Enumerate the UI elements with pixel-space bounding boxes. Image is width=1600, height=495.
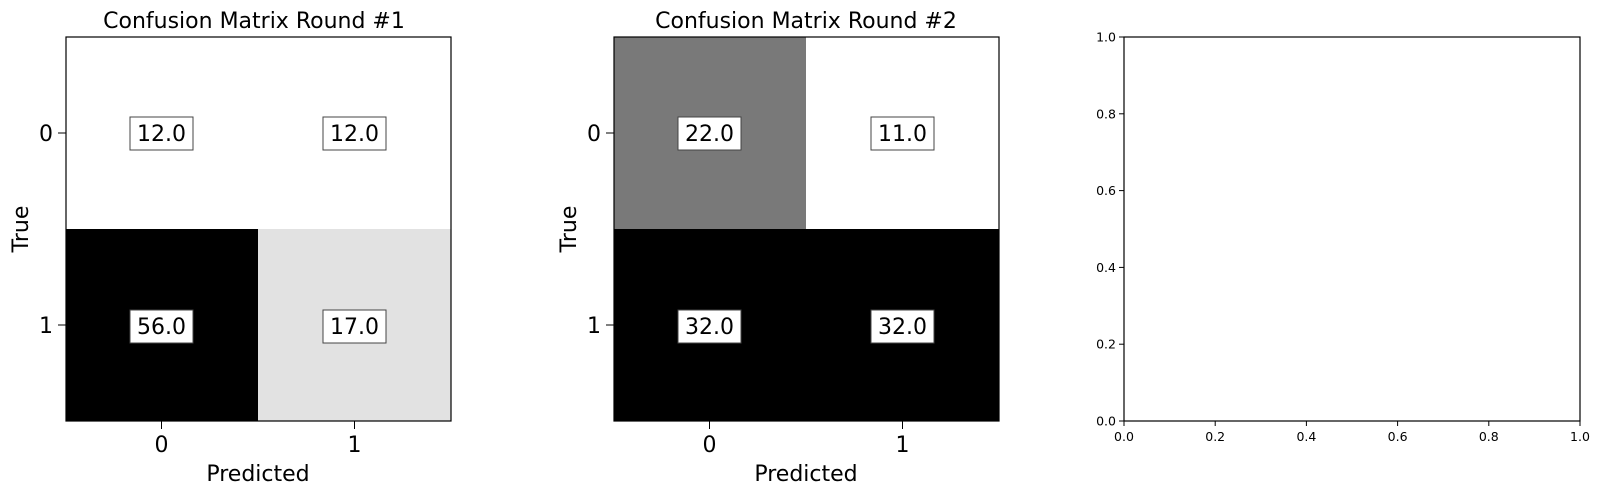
x-axis-label-1: Predicted [206,462,309,487]
x-tick-label-1-0: 0 [155,433,169,458]
value-box-1-1-1 [322,309,387,344]
plot-frame-2 [613,36,1000,422]
chart-1-title: Confusion Matrix Round #1 [103,9,405,34]
y-tick-label-3-5: 1.0 [1096,30,1116,45]
value-label-1-0-0: 12.0 [137,122,186,147]
x-axis-label-2: Predicted [754,462,857,487]
x-tick-label-3-0: 0.0 [1114,429,1134,444]
x-tick-label-3-3: 0.6 [1388,429,1408,444]
x-tick-label-3-1: 0.2 [1205,429,1225,444]
value-label-2-0-0: 22.0 [685,122,734,147]
y-tick-label-1-0: 0 [39,122,53,147]
value-label-2-1-1: 32.0 [878,315,927,340]
chart-2-title: Confusion Matrix Round #2 [655,9,957,34]
x-tick-label-2-1: 1 [896,433,910,458]
value-box-2-1-1 [870,309,935,344]
value-label-1-1-0: 56.0 [137,315,186,340]
plot-frame-3 [1123,36,1581,422]
y-tick-label-3-2: 0.4 [1096,260,1116,275]
value-box-2-0-1 [870,116,935,151]
confusion-matrix-1: Confusion Matrix Round #1 12.0 12.0 56.0… [9,9,452,487]
value-box-1-1-0 [129,309,194,344]
x-tick-label-3-2: 0.4 [1296,429,1316,444]
y-tick-label-3-3: 0.6 [1096,183,1116,198]
x-tick-label-3-4: 0.8 [1479,429,1499,444]
value-label-1-0-1: 12.0 [330,122,379,147]
value-label-2-1-0: 32.0 [685,315,734,340]
empty-axes: 0.0 0.2 0.4 0.6 0.8 1.0 0.0 0.2 0.4 0.6 0.8 1.0 [1096,30,1590,445]
value-box-2-1-0 [677,309,742,344]
confusion-matrix-2: Confusion Matrix Round #2 22.0 11.0 32.0… [557,9,1000,487]
plot-frame-1 [65,36,452,422]
value-label-1-1-1: 17.0 [330,315,379,340]
x-tick-label-1-1: 1 [348,433,362,458]
x-tick-label-2-0: 0 [703,433,717,458]
value-box-1-0-0 [129,116,194,151]
y-tick-label-2-0: 0 [587,122,601,147]
y-axis-label-2: True [557,206,582,254]
y-tick-label-1-1: 1 [39,314,53,339]
y-tick-label-3-0: 0.0 [1096,414,1116,429]
y-tick-label-3-4: 0.8 [1096,106,1116,121]
value-box-2-0-0 [677,116,742,151]
value-box-1-0-1 [322,116,387,151]
y-axis-label-1: True [9,206,34,254]
x-tick-label-3-5: 1.0 [1570,429,1590,444]
value-label-2-0-1: 11.0 [878,122,927,147]
y-tick-label-2-1: 1 [587,314,601,339]
y-tick-label-3-1: 0.2 [1096,337,1116,352]
